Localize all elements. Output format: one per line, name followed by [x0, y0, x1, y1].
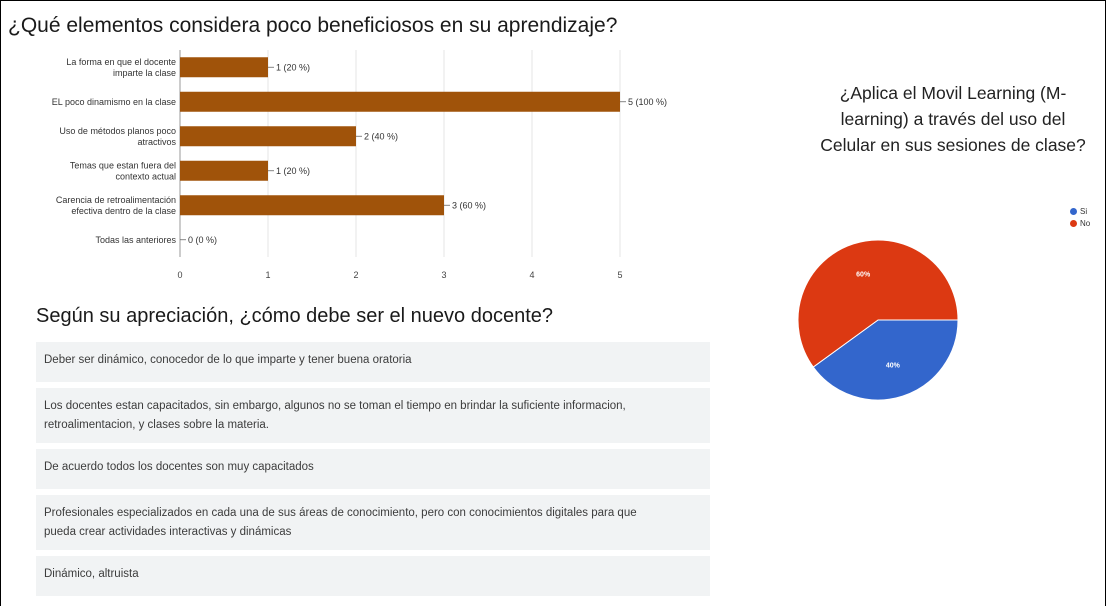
bar [180, 57, 268, 78]
response-item: Deber ser dinámico, conocedor de lo que … [36, 342, 710, 382]
bar-chart: 0 1 2 3 4 5 1 (20 %) La forma en que el docente… [52, 50, 667, 280]
x-tick-label: 4 [529, 270, 534, 280]
category-label: Uso de métodos planos poco [59, 126, 176, 136]
response-item: Dinámico, altruista [36, 556, 710, 596]
pie-slice-label: 60% [856, 271, 871, 278]
bar [180, 91, 620, 112]
response-item: De acuerdo todos los docentes son muy ca… [36, 449, 710, 489]
x-tick-label: 3 [441, 270, 446, 280]
pie-title-line: learning) a través del uso del [840, 109, 1066, 129]
pie-slice-si [812, 319, 959, 401]
pie-chart: 40% 60% [797, 240, 959, 401]
response-item: Profesionales especializados en cada una… [36, 495, 710, 550]
category-label: efectiva dentro de la clase [71, 206, 176, 216]
pie-chart-title: ¿Aplica el Movil Learning (M- learning) … [790, 80, 1108, 158]
category-label: imparte la clase [113, 68, 176, 78]
value-label: 3 (60 %) [452, 200, 486, 210]
value-label: 1 (20 %) [276, 62, 310, 72]
pie-title-line: ¿Aplica el Movil Learning (M- [839, 83, 1067, 103]
response-list: Deber ser dinámico, conocedor de lo que … [36, 342, 710, 602]
bar [180, 195, 444, 216]
category-label: EL poco dinamismo en la clase [52, 97, 176, 107]
pie-slice-no [797, 240, 959, 368]
legend-swatch-si [1070, 207, 1077, 215]
value-label: 5 (100 %) [628, 97, 667, 107]
legend-label-si: Si [1080, 206, 1088, 216]
x-tick-label: 2 [353, 270, 358, 280]
x-tick-label: 0 [177, 270, 182, 280]
question2-title: Según su apreciación, ¿cómo debe ser el … [36, 305, 554, 327]
legend-label-no: No [1080, 218, 1091, 228]
legend-item-si: Si [1070, 205, 1090, 217]
category-label: La forma en que el docente [66, 57, 176, 67]
pie-title-line: Celular en sus sesiones de clase? [820, 135, 1086, 155]
x-tick-label: 1 [265, 270, 270, 280]
legend-swatch-no [1070, 219, 1077, 227]
response-item: Los docentes estan capacitados, sin emba… [36, 388, 710, 443]
category-label: Carencia de retroalimentación [56, 195, 176, 205]
bar [180, 160, 268, 181]
pie-legend: Si No [1070, 205, 1090, 229]
bar [180, 126, 356, 147]
pie-slice-label: 40% [886, 363, 901, 370]
legend-item-no: No [1070, 217, 1090, 229]
category-label: Todas las anteriores [95, 235, 176, 245]
category-label: atractivos [137, 137, 176, 147]
value-label: 1 (20 %) [276, 166, 310, 176]
bar-chart-title: ¿Qué elementos considera poco beneficios… [8, 14, 618, 37]
category-label: contexto actual [115, 171, 176, 181]
x-tick-label: 5 [617, 270, 622, 280]
value-label: 0 (0 %) [188, 235, 217, 245]
value-label: 2 (40 %) [364, 131, 398, 141]
category-label: Temas que estan fuera del [70, 160, 176, 170]
